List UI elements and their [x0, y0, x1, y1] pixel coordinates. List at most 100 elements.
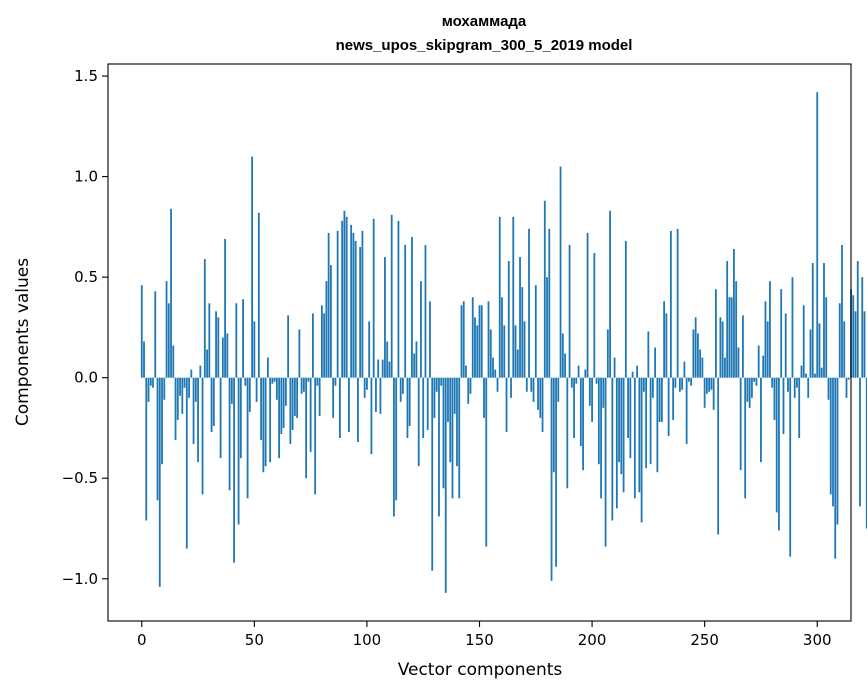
bar [579, 377, 582, 447]
bar [597, 377, 600, 465]
bar [548, 228, 551, 378]
bar [334, 377, 337, 386]
bar [593, 253, 596, 378]
bar [264, 377, 267, 467]
bar [534, 285, 537, 378]
bar [854, 311, 857, 378]
bar [737, 347, 740, 378]
bar [618, 377, 620, 463]
bar [242, 299, 244, 378]
bar [861, 277, 864, 378]
bar [456, 377, 458, 467]
bar [161, 377, 163, 465]
bar [751, 377, 753, 398]
bar [251, 156, 253, 378]
bar [370, 377, 373, 455]
bar [424, 244, 427, 378]
bar [368, 321, 371, 378]
bar [188, 377, 190, 398]
y-tick-label: 1.5 [74, 67, 98, 85]
bar [733, 249, 735, 378]
chart-title-line-2: news_upos_skipgram_300_5_2019 model [336, 37, 633, 54]
bar [176, 377, 179, 420]
bar [489, 329, 492, 378]
bar [357, 377, 359, 443]
bar [543, 200, 546, 378]
bar [512, 216, 515, 378]
bar [339, 377, 341, 439]
bar [487, 301, 490, 378]
bar [577, 365, 580, 378]
bar [606, 329, 609, 378]
bar [199, 365, 202, 378]
bar [820, 367, 823, 378]
bar [426, 377, 429, 430]
bar [190, 369, 193, 378]
bar [406, 377, 409, 439]
bar [154, 291, 157, 378]
bar [287, 315, 290, 378]
bar [613, 357, 616, 378]
y-tick-label: −1.0 [62, 570, 98, 588]
bar [647, 331, 650, 378]
bar [546, 277, 548, 378]
bar [532, 377, 535, 402]
bar [386, 341, 389, 378]
bar [771, 377, 774, 388]
bar [449, 377, 452, 463]
bar [748, 377, 751, 408]
bar [555, 377, 557, 567]
bar [584, 369, 587, 378]
bar [417, 377, 420, 467]
bar [627, 377, 629, 439]
bar [561, 333, 564, 378]
bar [300, 377, 303, 394]
bar [431, 377, 434, 571]
bar [359, 246, 362, 378]
bar [762, 355, 765, 378]
bar [226, 333, 229, 378]
bar [660, 377, 663, 422]
bar [769, 281, 771, 378]
bar [239, 377, 242, 459]
bar [588, 377, 591, 406]
bar [212, 377, 215, 426]
bar [440, 377, 443, 386]
bar [498, 216, 501, 378]
bar [375, 377, 377, 412]
bar [829, 377, 832, 495]
bar [620, 377, 623, 475]
bar [699, 349, 702, 378]
bar [293, 377, 296, 416]
bar [764, 301, 767, 378]
x-tick-label: 200 [578, 631, 607, 649]
bar [179, 377, 181, 396]
bar [343, 210, 346, 378]
bar [291, 377, 294, 430]
bar [203, 259, 206, 378]
bar [140, 285, 143, 378]
bar [516, 349, 519, 378]
y-axis: −1.0 −0.5 0.0 0.5 1.0 1.5 [62, 67, 108, 588]
bar [442, 377, 445, 489]
bar [818, 323, 821, 378]
bar [282, 377, 285, 428]
y-axis-label: Components values [13, 258, 33, 426]
chart-title-line-1: мохаммада [442, 13, 527, 30]
bar [690, 377, 693, 386]
bar [856, 261, 859, 378]
bar [528, 228, 530, 378]
bar [318, 377, 321, 416]
bar [622, 377, 625, 493]
y-tick-label: 1.0 [74, 168, 98, 186]
bar [366, 377, 368, 390]
bar [163, 377, 166, 400]
bar [760, 377, 762, 463]
bar [505, 377, 508, 432]
bar [501, 297, 503, 378]
bar [633, 377, 636, 499]
bar [550, 377, 553, 581]
bar [170, 208, 172, 378]
bar [314, 377, 317, 495]
